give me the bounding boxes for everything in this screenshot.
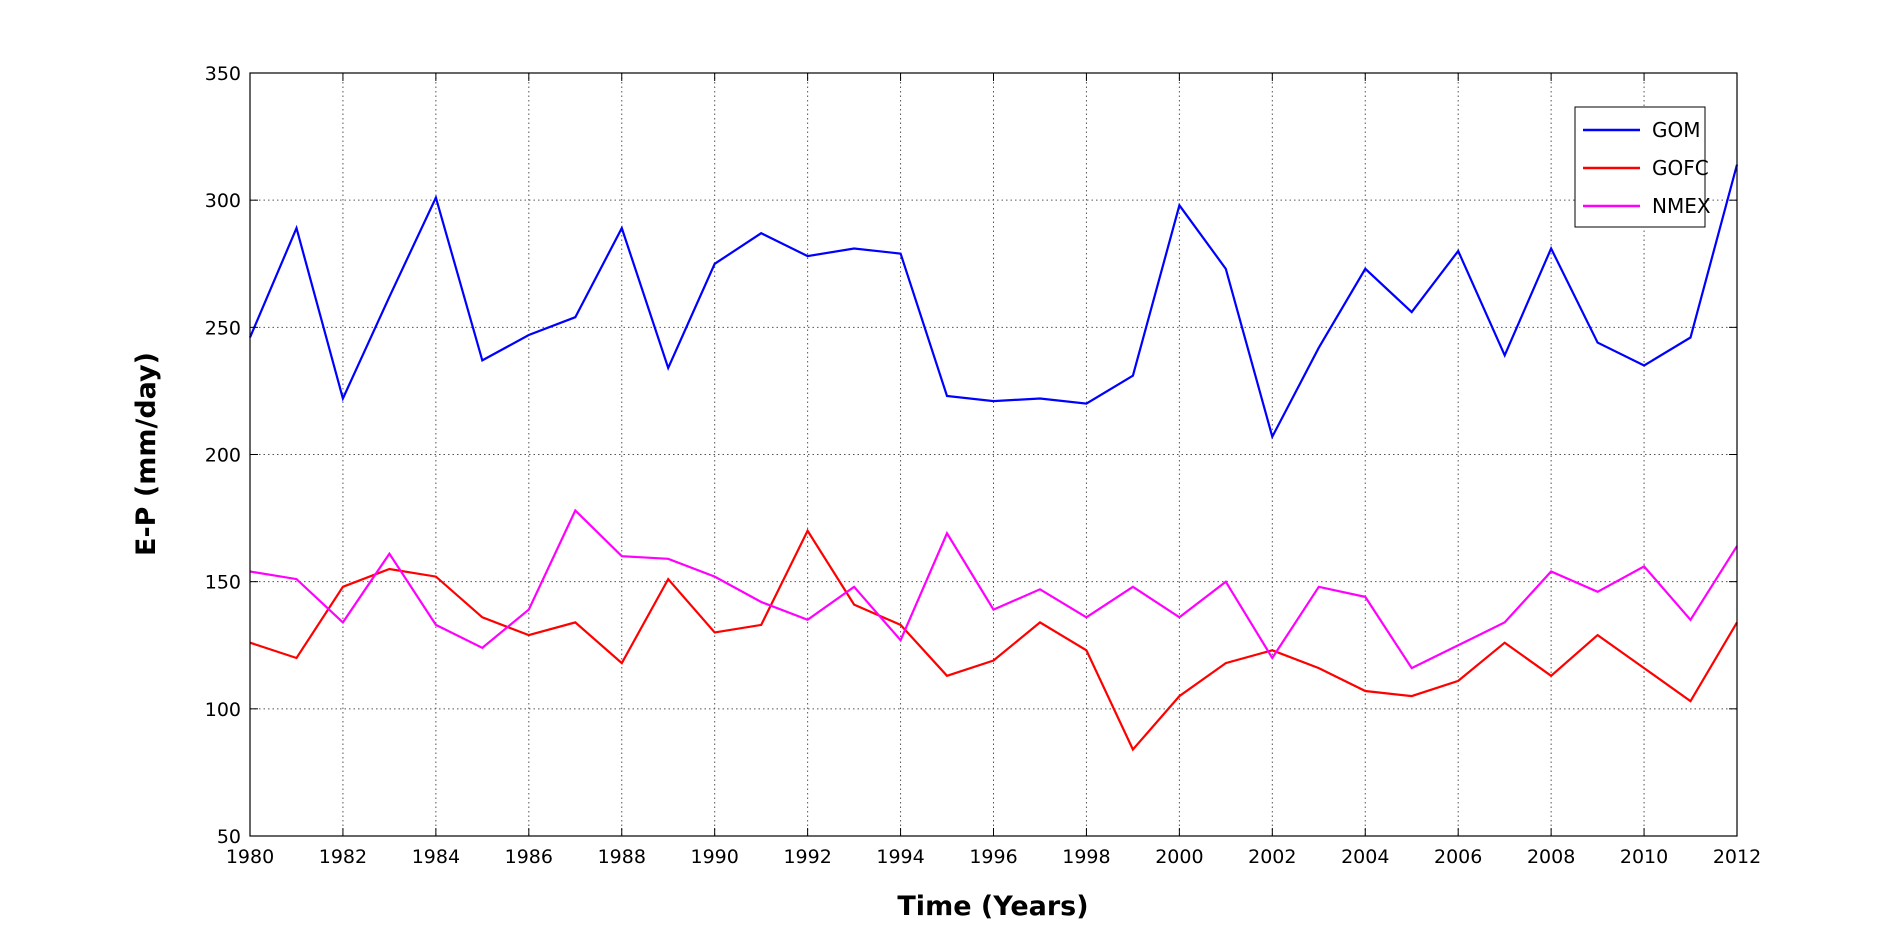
y-tick-label: 250: [205, 317, 241, 339]
x-tick-label: 2004: [1341, 846, 1389, 868]
x-tick-label: 2010: [1620, 846, 1668, 868]
y-tick-label: 150: [205, 572, 241, 594]
legend: GOM GOFC NMEX: [1574, 106, 1711, 228]
y-axis-title: E-P (mm/day): [131, 352, 162, 556]
legend-label-gofc: GOFC: [1652, 156, 1709, 180]
x-tick-label: 1984: [412, 846, 460, 868]
x-tick-label: 1980: [226, 846, 274, 868]
x-tick-label: 2000: [1155, 846, 1203, 868]
x-tick-label: 2002: [1248, 846, 1296, 868]
y-tick-label: 350: [205, 63, 241, 85]
x-tick-label: 2006: [1434, 846, 1482, 868]
axis-ticks: [249, 72, 1738, 837]
x-tick-label: 2008: [1527, 846, 1575, 868]
x-tick-label: 1996: [969, 846, 1017, 868]
series-line-gofc: [249, 528, 1738, 752]
x-tick-label: 1998: [1062, 846, 1110, 868]
legend-label-nmex: NMEX: [1652, 194, 1711, 218]
x-tick-label: 1986: [505, 846, 553, 868]
x-tick-label: 2012: [1713, 846, 1761, 868]
y-tick-label: 300: [205, 190, 241, 212]
x-tick-label: 1990: [691, 846, 739, 868]
x-tick-label: 1988: [598, 846, 646, 868]
legend-label-gom: GOM: [1652, 118, 1701, 142]
x-tick-label: 1994: [876, 846, 924, 868]
y-tick-label: 50: [217, 826, 241, 848]
y-tick-label: 200: [205, 445, 241, 467]
x-tick-label: 1992: [783, 846, 831, 868]
series-line-gom: [248, 164, 1739, 440]
y-tick-label: 100: [205, 699, 241, 721]
x-tick-label: 1982: [319, 846, 367, 868]
axis-tick-labels: 1980 1982 1984 1986 1988 1990 1992 1994 1996 1998…: [205, 63, 1761, 868]
series-line-nmex: [249, 508, 1738, 670]
x-axis-title: Time (Years): [897, 891, 1088, 922]
series-layer: [248, 164, 1739, 752]
